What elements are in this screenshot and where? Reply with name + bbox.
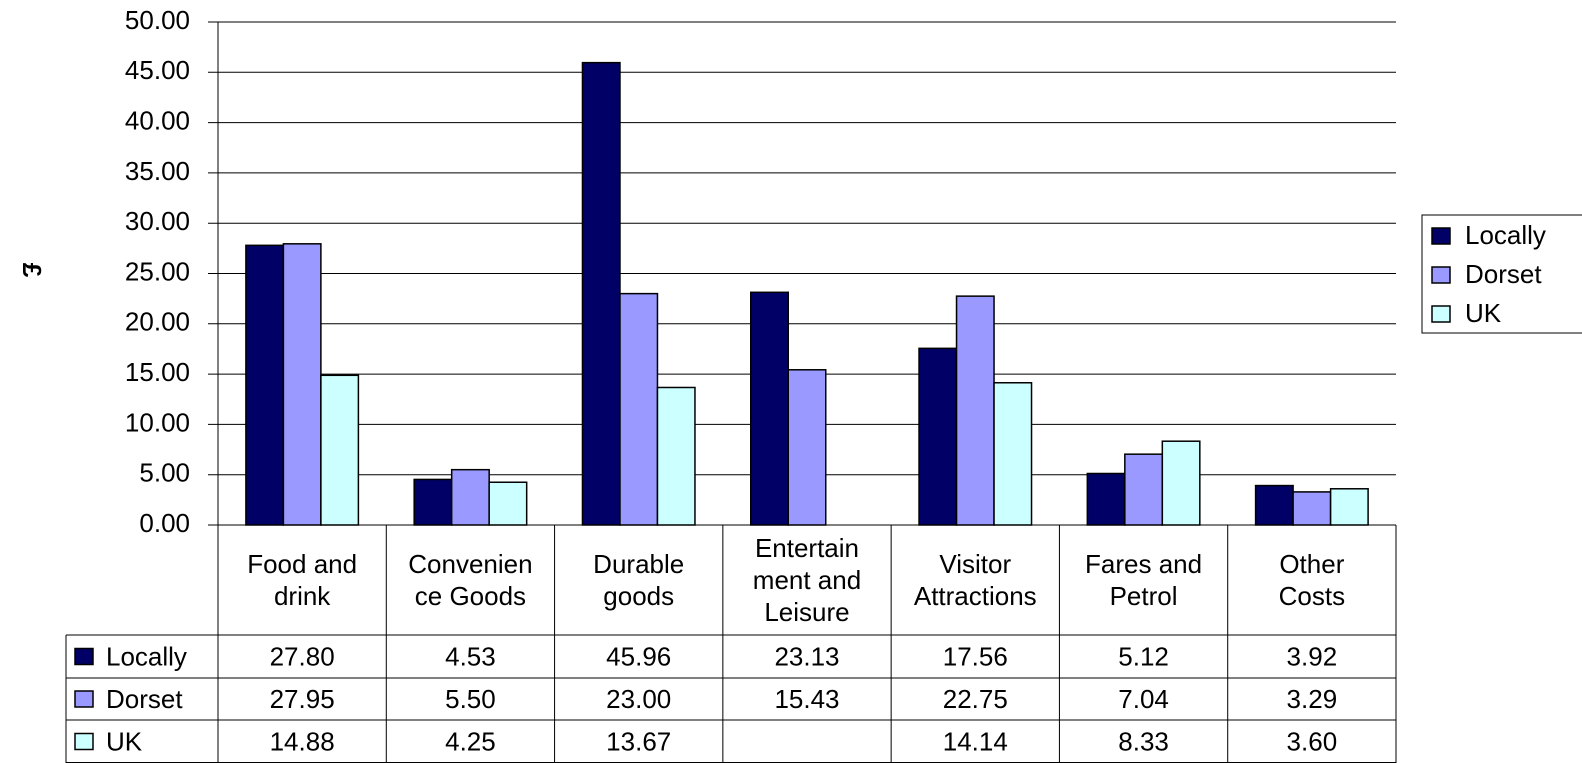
table-value: 15.43 — [774, 684, 839, 714]
bar — [1124, 453, 1164, 526]
table-value: 7.04 — [1118, 684, 1169, 714]
legend-swatch — [1431, 227, 1451, 245]
bar — [918, 347, 958, 526]
y-tick-label: 0.00 — [139, 508, 190, 538]
table-value: 5.50 — [445, 684, 496, 714]
bar — [450, 468, 490, 526]
x-tick-label: Other Costs — [1278, 549, 1346, 611]
x-tick-label: Food and drink — [247, 549, 358, 611]
bar — [1292, 491, 1332, 526]
table-value: 3.60 — [1287, 726, 1338, 756]
bar — [581, 61, 621, 526]
table-value: 45.96 — [606, 641, 671, 671]
bar — [413, 478, 453, 526]
y-tick-label: 40.00 — [125, 105, 190, 135]
table-row-label: Locally — [106, 641, 187, 671]
bar — [1086, 472, 1126, 526]
y-tick-label: 30.00 — [125, 206, 190, 236]
table-value: 27.95 — [270, 684, 335, 714]
bar — [488, 481, 528, 526]
x-tick-label: Durable goods — [593, 549, 685, 611]
table-value: 13.67 — [606, 726, 671, 756]
bar — [656, 386, 696, 526]
table-value: 4.25 — [445, 726, 496, 756]
y-tick-label: 35.00 — [125, 156, 190, 186]
legend-swatch — [1431, 305, 1451, 323]
y-tick-label: 45.00 — [125, 55, 190, 85]
table-value: 14.14 — [943, 726, 1008, 756]
table-value: 22.75 — [943, 684, 1008, 714]
legend-swatch — [1431, 266, 1451, 284]
table-value: 3.92 — [1287, 641, 1338, 671]
bar — [993, 382, 1033, 526]
bar — [750, 291, 789, 526]
table-swatch — [74, 690, 94, 708]
table-row-label: Dorset — [106, 684, 183, 714]
y-axis-label: £ — [17, 263, 47, 278]
y-tick-label: 10.00 — [125, 407, 190, 437]
bar — [787, 369, 827, 526]
y-tick-label: 20.00 — [125, 307, 190, 337]
bar — [1161, 440, 1201, 526]
bar — [955, 295, 995, 526]
legend-label: UK — [1465, 298, 1502, 328]
table-value: 14.88 — [270, 726, 335, 756]
table-value: 4.53 — [445, 641, 496, 671]
y-tick-label: 15.00 — [125, 357, 190, 387]
bar — [320, 374, 360, 526]
bar — [1254, 484, 1294, 526]
x-tick-label: Visitor Attractions — [913, 549, 1037, 611]
legend-label: Dorset — [1465, 259, 1542, 289]
table-value: 5.12 — [1118, 641, 1169, 671]
x-tick-label: Convenien ce Goods — [408, 549, 533, 611]
table-value: 23.13 — [774, 641, 839, 671]
x-tick-label: Entertain ment and Leisure — [752, 533, 862, 627]
bar — [619, 292, 659, 526]
bar — [245, 244, 285, 526]
table-swatch — [74, 647, 94, 666]
table-value: 8.33 — [1118, 726, 1169, 756]
table-value: 27.80 — [270, 641, 335, 671]
bar — [282, 243, 322, 526]
table-value: 23.00 — [606, 684, 671, 714]
y-tick-label: 5.00 — [139, 458, 190, 488]
y-tick-label: 25.00 — [125, 256, 190, 286]
y-tick-label: 50.00 — [125, 5, 190, 35]
table-value: 17.56 — [943, 641, 1008, 671]
table-row-label: UK — [106, 726, 143, 756]
x-tick-label: Fares and Petrol — [1085, 549, 1203, 611]
legend-label: Locally — [1465, 220, 1546, 250]
table-value: 3.29 — [1287, 684, 1338, 714]
table-swatch — [74, 732, 94, 751]
bar — [1329, 488, 1369, 526]
